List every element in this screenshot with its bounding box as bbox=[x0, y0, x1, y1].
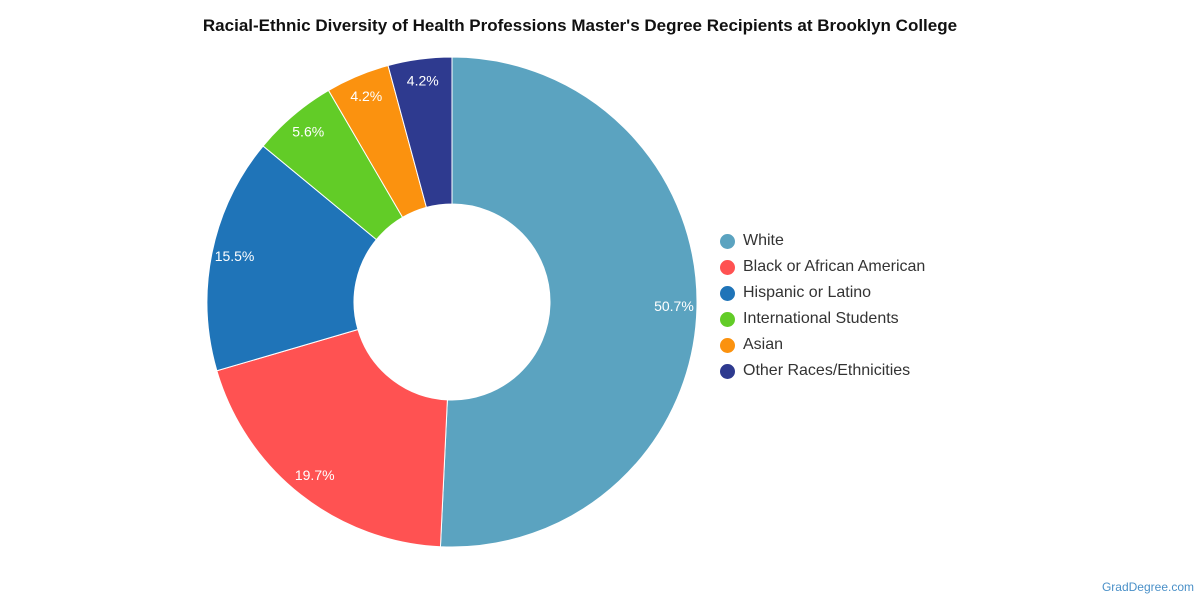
legend-label: Other Races/Ethnicities bbox=[743, 362, 911, 379]
legend-swatch-icon bbox=[720, 363, 735, 379]
donut-slice-5 bbox=[387, 56, 453, 209]
chart-legend: White Black or African American Hispanic o… bbox=[720, 228, 925, 384]
legend-item-0[interactable]: White bbox=[720, 228, 925, 254]
legend-swatch-icon bbox=[720, 259, 735, 275]
legend-label: Black or African American bbox=[743, 258, 926, 275]
legend-item-3[interactable]: International Students bbox=[720, 306, 925, 332]
legend-swatch-icon bbox=[720, 311, 735, 327]
chart-title: Racial-Ethnic Diversity of Health Profes… bbox=[202, 16, 958, 35]
legend-swatch-icon bbox=[720, 337, 735, 353]
slice-value-label-1: 19.7% bbox=[295, 467, 335, 483]
legend-swatch-icon bbox=[720, 233, 735, 249]
slice-value-label-5: 4.2% bbox=[407, 73, 439, 89]
slice-value-label-3: 5.6% bbox=[292, 124, 324, 140]
legend-label: International Students bbox=[743, 310, 899, 327]
slice-value-label-4: 4.2% bbox=[350, 88, 382, 104]
donut-slice-1 bbox=[216, 328, 448, 548]
legend-item-1[interactable]: Black or African American bbox=[720, 254, 925, 280]
legend-label: Asian bbox=[743, 336, 784, 353]
legend-item-5[interactable]: Other Races/Ethnicities bbox=[720, 358, 925, 384]
legend-item-4[interactable]: Asian bbox=[720, 332, 925, 358]
donut-slice-2 bbox=[206, 145, 378, 372]
legend-label: Hispanic or Latino bbox=[743, 284, 872, 301]
source-credit: GradDegree.com bbox=[1101, 580, 1194, 594]
donut-slice-0 bbox=[439, 56, 698, 548]
legend-label: White bbox=[743, 232, 784, 249]
slice-value-label-2: 15.5% bbox=[215, 248, 255, 264]
legend-item-2[interactable]: Hispanic or Latino bbox=[720, 280, 925, 306]
slice-value-label-0: 50.7% bbox=[654, 298, 694, 314]
legend-swatch-icon bbox=[720, 285, 735, 301]
